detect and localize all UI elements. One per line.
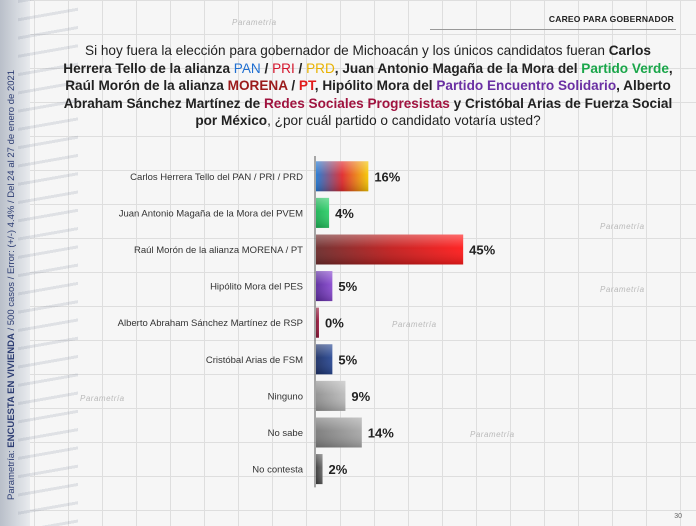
bar-shine bbox=[316, 161, 369, 192]
value-label: 9% bbox=[351, 389, 370, 404]
watermark: Parametría bbox=[600, 285, 645, 294]
question-text: , Alberto Abraham Sánchez Martínez de bbox=[63, 78, 671, 111]
category-label: Alberto Abraham Sánchez Martínez de RSP bbox=[118, 318, 303, 329]
category-label: Carlos Herrera Tello del PAN / PRI / PRD bbox=[130, 172, 303, 183]
category-label: Juan Antonio Magaña de la Mora del PVEM bbox=[119, 208, 303, 219]
bar-shine bbox=[316, 271, 333, 302]
value-label: 45% bbox=[469, 243, 495, 258]
watermark: Parametría bbox=[80, 394, 125, 403]
category-label: Hipólito Mora del PES bbox=[210, 282, 303, 293]
value-label: 2% bbox=[329, 462, 348, 477]
party-pan: PAN bbox=[233, 60, 261, 76]
question-text: , Raúl Morón de la alianza bbox=[65, 60, 673, 94]
party-morena: MORENA bbox=[227, 78, 288, 94]
category-label: Ninguno bbox=[268, 391, 303, 402]
watermark: Parametría bbox=[470, 430, 515, 439]
party-verde: Partido Verde bbox=[581, 60, 669, 76]
bar-shine bbox=[316, 307, 319, 338]
bar-shine bbox=[316, 344, 333, 375]
bar-shine bbox=[316, 380, 346, 411]
watermark: Parametría bbox=[392, 320, 437, 329]
section-title: CAREO PARA GOBERNADOR bbox=[548, 14, 674, 24]
value-label: 16% bbox=[374, 169, 400, 184]
question-text: Si hoy fuera la elección para gobernador… bbox=[85, 43, 609, 58]
bar-shine bbox=[316, 417, 362, 448]
question-text: , ¿por cuál partido o candidato votaría … bbox=[267, 113, 541, 129]
value-label: 5% bbox=[338, 352, 357, 367]
value-label: 14% bbox=[368, 426, 394, 441]
category-label: No sabe bbox=[268, 428, 303, 439]
watermark: Parametría bbox=[600, 222, 645, 231]
watermark: Parametría bbox=[232, 18, 277, 27]
category-label: Raúl Morón de la alianza MORENA / PT bbox=[134, 245, 303, 256]
bar-shine bbox=[316, 454, 323, 485]
question-text: / bbox=[294, 60, 307, 76]
value-label: 5% bbox=[338, 279, 357, 294]
party-rsp: Redes Sociales Progresistas bbox=[263, 95, 450, 111]
party-pri: PRI bbox=[272, 60, 295, 76]
page-number: 30 bbox=[674, 513, 682, 520]
survey-question: Si hoy fuera la elección para gobernador… bbox=[62, 42, 674, 130]
party-pt: PT bbox=[298, 78, 315, 94]
question-text: , Hipólito Mora del bbox=[314, 78, 437, 94]
party-prd: PRD bbox=[306, 60, 335, 76]
question-text: y Cristóbal Arias de Fuerza Social por M… bbox=[195, 95, 673, 129]
question-text: , Juan Antonio Magaña de la Mora del bbox=[334, 60, 582, 76]
question-text: Carlos Herrera Tello de la alianza bbox=[63, 43, 651, 76]
left-decorative-band bbox=[0, 0, 30, 526]
value-label: 4% bbox=[335, 206, 354, 221]
category-label: Cristóbal Arias de FSM bbox=[206, 355, 303, 366]
question-text: / bbox=[287, 78, 299, 94]
party-pes: Partido Encuentro Solidario bbox=[436, 78, 617, 94]
left-decorative-texture bbox=[18, 0, 78, 526]
header-divider bbox=[430, 29, 676, 30]
bar-shine bbox=[316, 234, 464, 265]
question-text: / bbox=[260, 60, 273, 76]
bar-shine bbox=[316, 197, 330, 228]
category-label: No contesta bbox=[252, 465, 303, 476]
value-label: 0% bbox=[325, 316, 344, 331]
